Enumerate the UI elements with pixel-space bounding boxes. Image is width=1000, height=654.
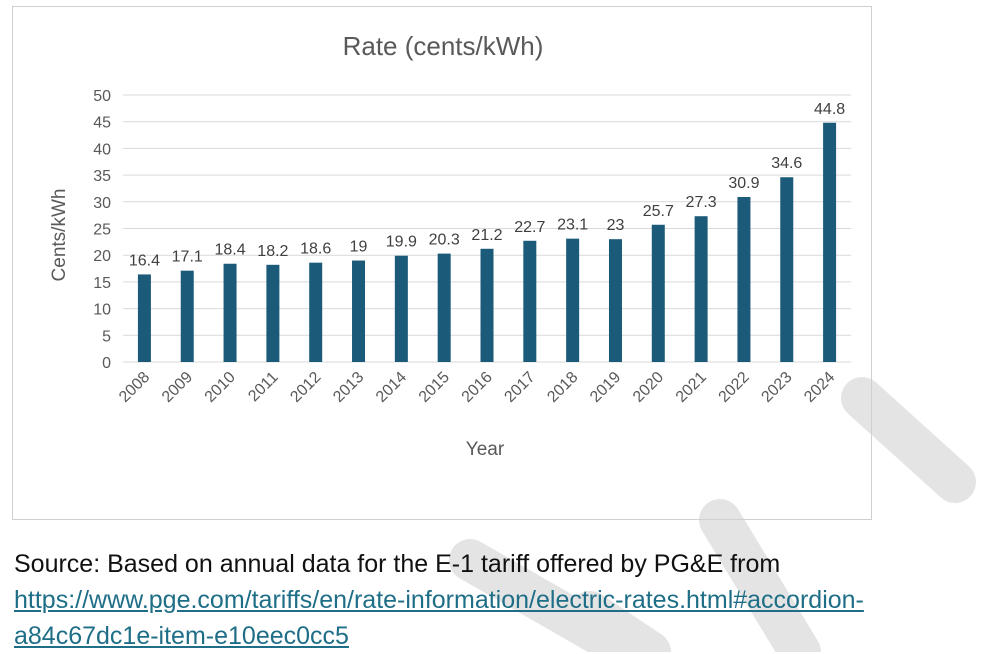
x-tick-label: 2016	[459, 369, 496, 406]
bar-2012	[309, 262, 323, 362]
bar-chart: Rate (cents/kWh) 0 5 10 15 20 25 30 35 40 45 50 200…	[49, 31, 851, 460]
x-tick-label: 2021	[673, 369, 710, 406]
data-label: 18.4	[214, 242, 245, 259]
source-text: Source: Based on annual data for the E-1…	[14, 550, 781, 578]
x-tick-label: 2018	[544, 369, 581, 406]
x-tick-label: 2019	[587, 369, 624, 406]
data-label: 21.2	[471, 227, 502, 244]
y-tick-label: 0	[102, 355, 111, 372]
bar-2022	[737, 196, 751, 362]
chart-container: Rate (cents/kWh) 0 5 10 15 20 25 30 35 40 45 50 200…	[12, 6, 872, 520]
bar-2021	[694, 216, 708, 362]
bar-2023	[780, 177, 794, 362]
data-label: 30.9	[728, 175, 759, 192]
data-label: 17.1	[172, 249, 203, 266]
bar-2018	[566, 238, 580, 362]
x-tick-label: 2010	[202, 369, 239, 406]
x-tick-label: 2009	[159, 369, 196, 406]
data-label: 20.3	[429, 232, 460, 249]
y-tick-label: 20	[93, 248, 111, 265]
y-tick-label: 10	[93, 302, 111, 319]
data-label: 19.9	[386, 234, 417, 251]
bar-2010	[223, 263, 237, 362]
bar-2015	[437, 253, 451, 362]
x-tick-label: 2017	[501, 369, 538, 406]
data-label: 27.3	[686, 194, 717, 211]
source-link[interactable]: https://www.pge.com/tariffs/en/rate-info…	[14, 586, 864, 614]
source-note: Source: Based on annual data for the E-1…	[14, 546, 994, 654]
data-label: 18.6	[300, 241, 331, 258]
data-label: 18.2	[257, 243, 288, 260]
x-tick-label: 2022	[716, 369, 753, 406]
x-axis-title: Year	[466, 439, 505, 460]
y-tick-label: 40	[93, 141, 111, 158]
bar-2020	[651, 224, 665, 362]
bar-2013	[352, 260, 366, 362]
data-label: 44.8	[814, 101, 845, 118]
bar-2017	[523, 240, 537, 362]
x-tick-label: 2015	[416, 369, 453, 406]
bar-2011	[266, 264, 280, 362]
source-link-continued[interactable]: a84c67dc1e-item-e10eec0cc5	[14, 622, 349, 650]
y-tick-label: 15	[93, 275, 111, 292]
data-label: 19	[350, 239, 368, 256]
bar-2019	[608, 239, 622, 362]
data-label: 25.7	[643, 203, 674, 220]
y-tick-label: 45	[93, 115, 111, 132]
x-tick-label: 2020	[630, 369, 667, 406]
x-tick-label: 2012	[287, 369, 324, 406]
y-tick-label: 35	[93, 168, 111, 185]
data-label: 16.4	[129, 252, 160, 269]
data-label: 23.1	[557, 217, 588, 234]
y-tick-label: 50	[93, 88, 111, 105]
bar-2024	[823, 122, 837, 362]
data-label: 23	[607, 217, 625, 234]
bar-2008	[137, 274, 151, 362]
data-label: 34.6	[771, 155, 802, 172]
data-label: 22.7	[514, 219, 545, 236]
x-tick-label: 2008	[116, 369, 153, 406]
y-tick-label: 25	[93, 222, 111, 239]
bar-2014	[394, 255, 408, 362]
x-tick-label: 2023	[758, 369, 795, 406]
x-tick-label: 2014	[373, 369, 410, 406]
y-tick-label: 30	[93, 195, 111, 212]
y-tick-label: 5	[102, 328, 111, 345]
chart-title: Rate (cents/kWh)	[343, 31, 544, 61]
bar-2009	[180, 270, 194, 362]
x-tick-label: 2013	[330, 369, 367, 406]
bar-2016	[480, 248, 494, 362]
x-tick-label: 2024	[801, 369, 838, 406]
y-axis-title: Cents/kWh	[49, 189, 70, 282]
x-tick-label: 2011	[245, 369, 281, 405]
